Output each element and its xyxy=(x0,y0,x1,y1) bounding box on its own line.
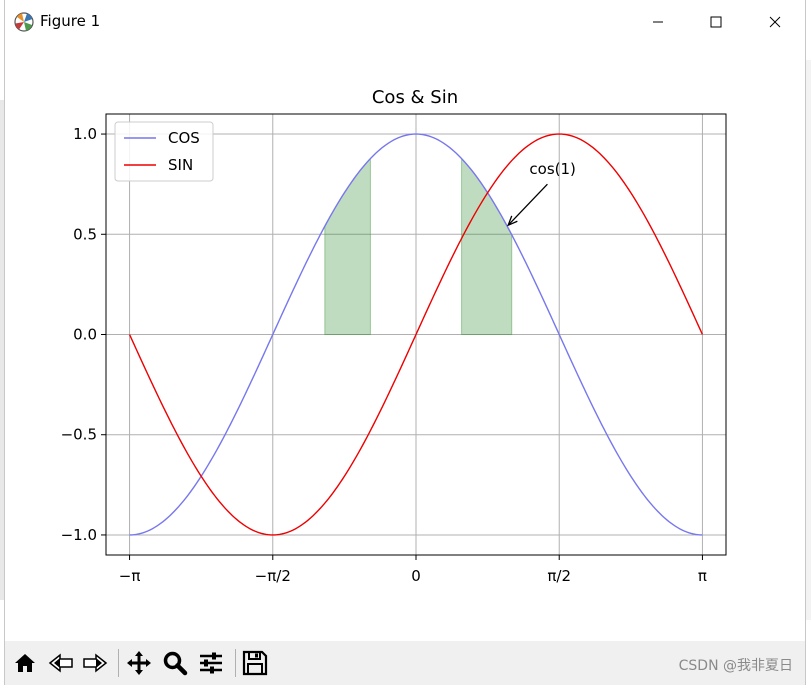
zoom-button[interactable] xyxy=(161,649,189,677)
fill-region xyxy=(324,157,371,335)
y-tick-label: 1.0 xyxy=(73,125,97,143)
matplotlib-figure-icon xyxy=(13,11,35,33)
fill-regions xyxy=(324,157,513,335)
y-tick-label: 0.0 xyxy=(73,326,97,344)
y-tick-label: −0.5 xyxy=(61,426,97,444)
minimize-icon xyxy=(653,21,663,23)
legend-box xyxy=(114,121,214,182)
toolbar-separator xyxy=(118,649,119,677)
annotation-arrowhead xyxy=(507,215,518,227)
home-icon xyxy=(15,654,35,672)
zoom-icon xyxy=(163,651,188,676)
annotation: cos(1) xyxy=(507,160,576,227)
figure-canvas[interactable]: Cos & Sin −π −π/2 0 π/2 π −1.0 −0.5 0.0 0.5 1.0 c… xyxy=(5,44,805,641)
save-icon xyxy=(242,650,268,676)
navigation-toolbar: CSDN @我非夏日 xyxy=(5,641,805,685)
series-line-sin xyxy=(128,133,704,536)
chart: Cos & Sin −π −π/2 0 π/2 π −1.0 −0.5 0.0 0.5 1.0 c… xyxy=(61,87,727,585)
maximize-icon xyxy=(710,16,722,28)
configure-subplots-icon xyxy=(200,652,222,674)
close-icon xyxy=(769,16,781,28)
save-button[interactable] xyxy=(241,649,269,677)
x-tick-label: −π xyxy=(119,567,141,585)
legend-label: COS xyxy=(168,129,200,147)
chart-title: Cos & Sin xyxy=(372,87,458,108)
watermark: CSDN @我非夏日 xyxy=(678,658,793,674)
configure-subplots-button[interactable] xyxy=(197,649,225,677)
minimize-button[interactable] xyxy=(635,8,681,36)
back-button[interactable] xyxy=(47,649,75,677)
figure-window: Figure 1 Cos & Sin −π −π/2 0 π/2 π −1.0 −0.5 0.… xyxy=(4,0,806,685)
maximize-button[interactable] xyxy=(693,8,739,36)
toolbar-separator xyxy=(235,649,236,677)
background-window-edge xyxy=(805,60,811,620)
x-tick-label: 0 xyxy=(411,567,421,585)
window-title: Figure 1 xyxy=(40,12,101,30)
close-button[interactable] xyxy=(752,8,798,36)
x-tick-label: π/2 xyxy=(547,567,571,585)
y-tick-label: −1.0 xyxy=(61,526,97,544)
annotation-arrow xyxy=(508,183,548,225)
series-line-cos xyxy=(129,133,703,536)
legend: COS SIN xyxy=(114,121,214,182)
forward-button[interactable] xyxy=(81,649,109,677)
series-lines xyxy=(128,133,704,536)
background-window-edge xyxy=(0,100,4,600)
ticks: −π −π/2 0 π/2 π −1.0 −0.5 0.0 0.5 1.0 xyxy=(61,125,707,585)
fill-region xyxy=(461,157,513,335)
home-button[interactable] xyxy=(11,649,39,677)
pan-icon xyxy=(127,651,151,675)
x-tick-label: −π/2 xyxy=(255,567,291,585)
annotation-label: cos(1) xyxy=(529,160,576,178)
legend-label: SIN xyxy=(168,156,193,174)
title-bar: Figure 1 xyxy=(5,0,805,44)
forward-icon xyxy=(83,653,108,673)
x-tick-label: π xyxy=(698,567,707,585)
y-tick-label: 0.5 xyxy=(73,225,97,243)
pan-button[interactable] xyxy=(125,649,153,677)
back-icon xyxy=(48,653,73,673)
